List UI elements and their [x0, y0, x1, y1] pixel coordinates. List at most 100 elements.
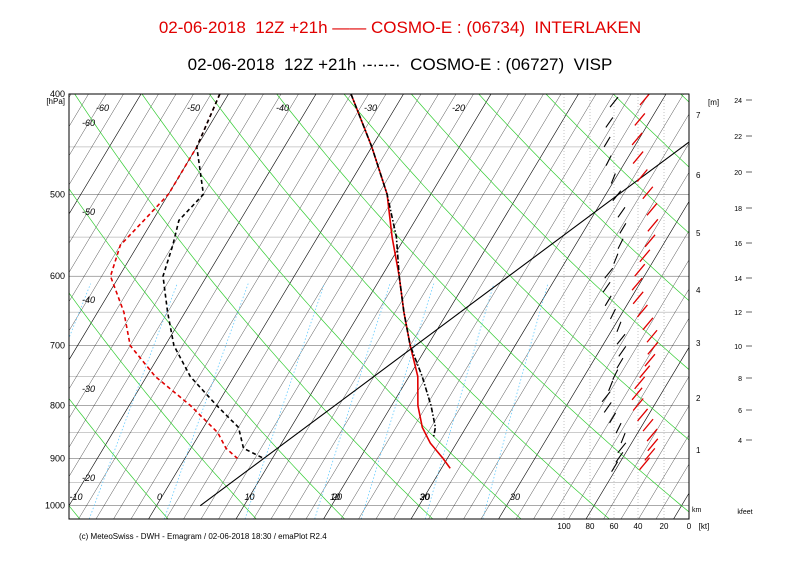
- wind-barb: [634, 113, 646, 126]
- isotherm: [148, 94, 404, 519]
- wind-barb: [609, 96, 619, 108]
- isotherm: [69, 94, 124, 186]
- plot-frame: [68, 93, 690, 520]
- isotherm: [0, 94, 1, 519]
- isotherm: [113, 94, 369, 519]
- wind-barb: [646, 202, 658, 216]
- wind-barb: [631, 387, 643, 401]
- wind-barb: [609, 308, 616, 320]
- isotherm: [585, 346, 689, 519]
- pressure-tick-label: 900: [50, 453, 65, 463]
- height-tick-label: 7: [696, 111, 701, 120]
- isotherm-label: -60: [82, 118, 95, 128]
- kfeet-unit-label: kfeet: [737, 509, 752, 516]
- wind-barb: [631, 277, 643, 291]
- isotherm-label: -20: [452, 103, 465, 113]
- wind-barb: [609, 412, 617, 424]
- isotherm: [498, 200, 689, 519]
- wind-barb: [619, 223, 627, 234]
- height-tick-label: 2: [696, 394, 701, 403]
- grid-layer: [0, 94, 800, 519]
- isotherm: [620, 405, 689, 519]
- isotherm: [130, 94, 387, 519]
- isotherm: [463, 142, 689, 519]
- mixing-ratio-line: [424, 283, 495, 519]
- wind-barb: [639, 249, 651, 263]
- wind-barb: [616, 321, 622, 332]
- wind-barb: [608, 380, 614, 392]
- wind-barb: [632, 398, 644, 411]
- kfeet-tick-label: 20: [734, 170, 742, 177]
- mixing-ratio-line: [360, 283, 435, 519]
- dry-adiabat: [69, 398, 169, 519]
- wind-barb: [631, 132, 643, 146]
- wind-barb: [605, 155, 612, 166]
- wind-barb: [646, 329, 658, 343]
- wind-tick-label: 100: [557, 522, 571, 531]
- wind-barb: [603, 136, 611, 148]
- wind-barb: [617, 442, 627, 454]
- isotherm: [0, 94, 36, 519]
- isotherm: [533, 259, 689, 519]
- isotherm: [568, 317, 689, 519]
- isotherm: [410, 94, 667, 519]
- dry-adiabat: [343, 94, 689, 441]
- credit-text: (c) MeteoSwiss - DWH - Emagram / 02-06-2…: [79, 532, 327, 541]
- mixing-ratio-line: [88, 283, 178, 519]
- kfeet-tick-label: 24: [734, 98, 742, 105]
- kfeet-tick-label: 6: [738, 408, 742, 415]
- kfeet-tick-label: 4: [738, 438, 742, 445]
- wind-barb: [605, 117, 614, 128]
- profiles-layer: [109, 94, 451, 469]
- wind-barb: [613, 253, 619, 264]
- wind-barb: [615, 422, 622, 434]
- wind-barb: [617, 207, 626, 218]
- temperature-tick-label: -10: [70, 492, 83, 502]
- wind-barb: [620, 432, 626, 444]
- kfeet-tick-label: 16: [734, 241, 742, 248]
- wind-barb: [603, 402, 612, 413]
- isotherm: [69, 94, 177, 273]
- isotherm: [428, 94, 684, 519]
- wind-barb: [639, 457, 651, 471]
- isotherm: [445, 113, 689, 519]
- temperature-tick-label: 20: [331, 492, 342, 502]
- isotherm: [69, 94, 282, 448]
- wind-barbs: [601, 94, 659, 472]
- wind-barb: [646, 428, 658, 442]
- reference-line: [199, 141, 689, 507]
- isotherm-label: -40: [82, 295, 95, 305]
- dry-adiabat: [74, 94, 434, 519]
- wind-tick-label: 80: [586, 522, 595, 531]
- isotherm: [603, 376, 689, 519]
- dry-adiabat: [748, 94, 800, 519]
- wind-barb: [644, 234, 656, 248]
- dry-adiabat: [613, 94, 689, 168]
- isotherm: [480, 172, 689, 519]
- wind-barb: [616, 357, 624, 369]
- kfeet-tick-label: 22: [734, 134, 742, 141]
- dry-adiabat: [276, 94, 689, 513]
- isotherm: [515, 230, 689, 519]
- isotherm: [218, 94, 474, 519]
- isotherm-label: -50: [187, 103, 200, 113]
- wind-barb: [642, 418, 654, 432]
- isotherm: [69, 94, 317, 507]
- temperature-line-interlaken: [350, 94, 451, 469]
- isotherm-label: -50: [82, 207, 95, 217]
- isotherm-label: -20: [82, 473, 95, 483]
- isotherm: [95, 94, 352, 519]
- height-tick-label: 4: [696, 286, 701, 295]
- isotherm: [69, 94, 89, 127]
- wind-barb: [617, 238, 624, 250]
- isotherm: [375, 94, 632, 519]
- isotherm: [288, 94, 544, 519]
- isotherm: [183, 94, 439, 519]
- wind-barb: [634, 376, 646, 390]
- wind-barb: [642, 317, 654, 331]
- wind-barb: [636, 169, 648, 182]
- isotherm: [550, 288, 689, 519]
- isotherm: [165, 94, 422, 519]
